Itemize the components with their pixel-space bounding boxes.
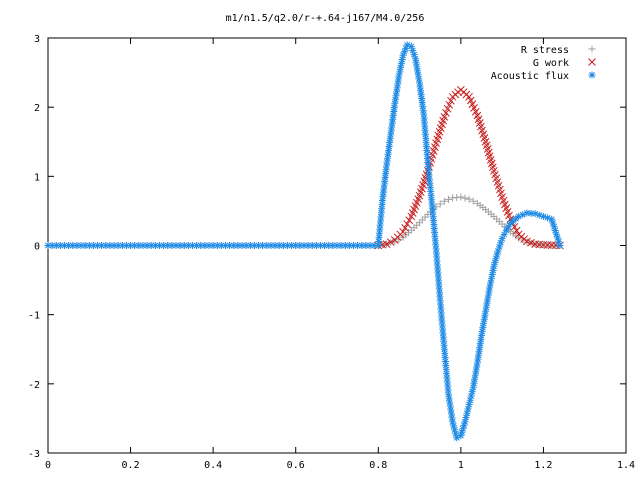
data-point-star bbox=[556, 242, 564, 249]
data-point-plus bbox=[436, 200, 444, 208]
data-point-star bbox=[470, 379, 478, 387]
data-point-star bbox=[436, 289, 444, 297]
data-point-star bbox=[555, 238, 563, 246]
data-point-plus bbox=[440, 197, 448, 205]
data-point-cross bbox=[403, 220, 412, 228]
data-point-star bbox=[467, 392, 475, 400]
data-point-plus bbox=[469, 197, 477, 205]
data-point-star bbox=[535, 211, 543, 219]
x-tick-label: 1.2 bbox=[534, 460, 552, 471]
legend-label: R stress bbox=[521, 45, 569, 56]
x-tick-label: 0.4 bbox=[204, 460, 222, 471]
data-point-star bbox=[428, 204, 436, 212]
y-tick-label: 1 bbox=[34, 172, 40, 183]
data-point-star bbox=[554, 234, 562, 242]
data-point-plus bbox=[391, 237, 399, 245]
data-point-star bbox=[488, 271, 496, 279]
legend-marker-star bbox=[588, 71, 596, 79]
data-point-star bbox=[441, 353, 449, 361]
legend-marker-cross bbox=[588, 58, 596, 66]
x-tick-label: 1.4 bbox=[617, 460, 635, 471]
data-point-star bbox=[539, 212, 547, 220]
y-tick-label: -3 bbox=[28, 449, 40, 460]
data-point-star bbox=[465, 401, 473, 409]
data-point-star bbox=[491, 258, 499, 266]
data-point-star bbox=[394, 80, 402, 88]
data-point-cross bbox=[443, 104, 452, 113]
data-point-star bbox=[398, 55, 406, 63]
data-point-star bbox=[466, 396, 474, 404]
data-point-star bbox=[485, 287, 493, 295]
axis-ticks: 0 0.2 0.4 0.6 0.8 1 1.2 1.4 3 2 1 0 -1 -2 -3 bbox=[28, 34, 635, 471]
data-point-cross bbox=[523, 237, 531, 246]
data-point-star bbox=[419, 106, 427, 114]
data-point-plus bbox=[461, 194, 469, 202]
data-point-star bbox=[392, 92, 400, 100]
data-point-star bbox=[461, 418, 469, 426]
data-point-cross bbox=[512, 226, 521, 235]
data-point-cross bbox=[442, 108, 450, 117]
data-point-plus bbox=[457, 193, 465, 201]
data-point-star bbox=[468, 388, 476, 396]
y-tick-label: 3 bbox=[34, 34, 40, 45]
data-point-star bbox=[464, 405, 472, 413]
data-point-cross bbox=[465, 92, 473, 101]
data-point-cross bbox=[466, 96, 475, 105]
data-point-cross bbox=[468, 100, 477, 109]
legend-label: Acoustic flux bbox=[491, 71, 569, 82]
data-point-cross bbox=[401, 224, 409, 232]
data-point-cross bbox=[445, 100, 454, 109]
data-point-star bbox=[490, 262, 498, 270]
x-tick-label: 0.6 bbox=[287, 460, 305, 471]
y-tick-label: -2 bbox=[28, 380, 40, 391]
x-tick-label: 0 bbox=[45, 460, 51, 471]
data-point-star bbox=[389, 111, 397, 119]
legend: R stress G work Acoustic flux bbox=[491, 45, 596, 82]
data-point-cross bbox=[470, 104, 478, 112]
data-point-star bbox=[429, 216, 437, 224]
data-point-cross bbox=[447, 96, 455, 105]
data-point-star bbox=[421, 126, 429, 134]
x-tick-label: 0.8 bbox=[369, 460, 387, 471]
data-point-star bbox=[483, 299, 491, 307]
data-point-star bbox=[386, 139, 394, 147]
data-point-star bbox=[448, 414, 456, 422]
data-point-plus bbox=[465, 195, 473, 203]
y-tick-label: 2 bbox=[34, 103, 40, 114]
x-tick-label: 1 bbox=[458, 460, 464, 471]
legend-marker-plus bbox=[588, 45, 596, 53]
data-point-cross bbox=[471, 107, 480, 116]
y-tick-label: 0 bbox=[34, 242, 40, 253]
data-point-cross bbox=[527, 238, 535, 247]
data-point-cross bbox=[382, 240, 391, 248]
y-tick-label: -1 bbox=[28, 311, 40, 322]
legend-label: G work bbox=[533, 58, 569, 69]
data-point-star bbox=[444, 390, 452, 398]
data-point-star bbox=[462, 414, 470, 422]
data-point-cross bbox=[386, 238, 395, 246]
data-point-cross bbox=[405, 216, 414, 225]
chart-title: m1/n1.5/q2.0/r-+.64-j167/M4.0/256 bbox=[226, 13, 425, 24]
data-point-plus bbox=[444, 196, 452, 204]
plot-area bbox=[44, 41, 564, 442]
data-point-star bbox=[432, 249, 440, 257]
data-point-cross bbox=[399, 227, 407, 236]
data-point-plus bbox=[515, 234, 523, 242]
data-point-star bbox=[389, 115, 397, 123]
x-tick-label: 0.2 bbox=[122, 460, 140, 471]
data-point-star bbox=[390, 107, 398, 115]
data-point-cross bbox=[440, 112, 449, 121]
data-point-star bbox=[382, 166, 390, 174]
data-point-star bbox=[394, 76, 402, 84]
data-point-star bbox=[463, 409, 471, 417]
data-point-star bbox=[419, 102, 427, 110]
